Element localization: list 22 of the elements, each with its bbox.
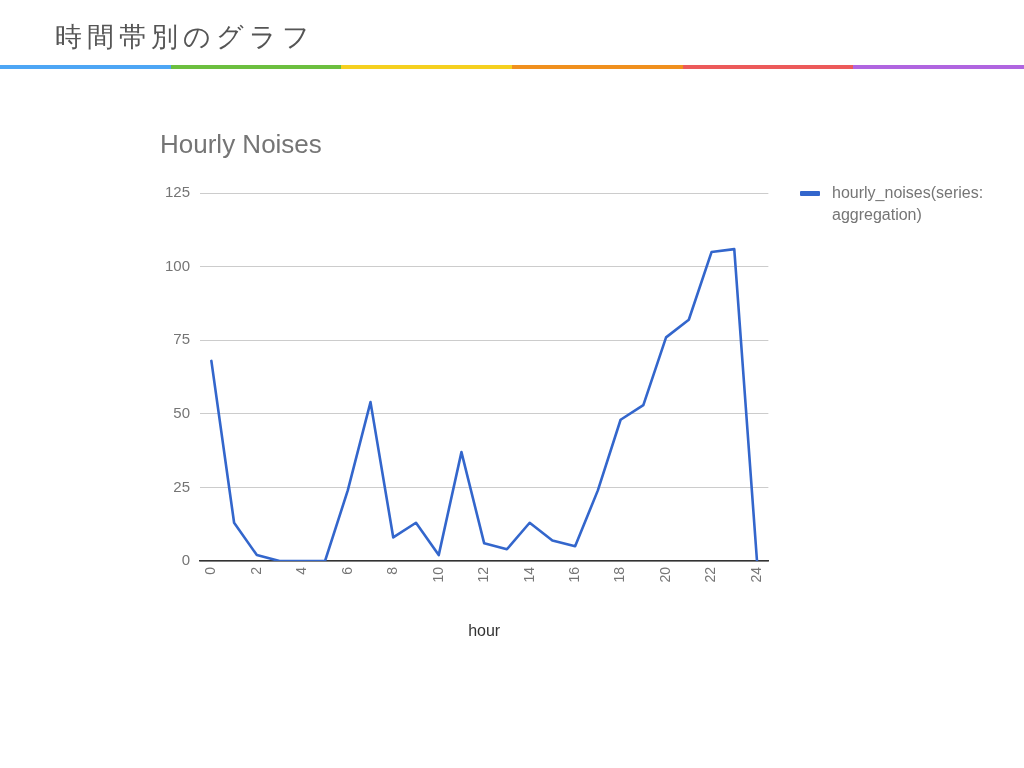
x-tick-label: 12	[475, 566, 492, 583]
x-tick-label: 6	[338, 566, 355, 575]
chart-title: 時間帯別のグラフ	[55, 20, 315, 54]
x-tick-label: 2	[247, 566, 264, 575]
x-tick-label: 10	[429, 566, 446, 583]
y-tick-label: 75	[173, 330, 190, 348]
y-tick-label: 125	[164, 183, 190, 201]
x-tick-label: 20	[656, 566, 673, 583]
x-axis-title: hour	[468, 621, 501, 639]
y-tick-label: 25	[173, 477, 190, 495]
x-tick-label: 22	[702, 566, 719, 583]
y-tick-label: 50	[173, 404, 190, 422]
x-tick-label: 14	[520, 566, 537, 583]
y-tick-label: 100	[164, 256, 190, 274]
chart-subtitle: Hourly Noises	[160, 128, 322, 159]
x-tick-label: 4	[293, 566, 310, 575]
x-tick-label: 24	[747, 566, 764, 583]
x-tick-label: 18	[611, 566, 628, 583]
x-tick-label: 8	[384, 566, 401, 575]
x-tick-label: 16	[565, 566, 582, 583]
x-tick-label: 0	[202, 566, 219, 575]
legend-label: hourly_noises(series: aggregation)	[832, 183, 985, 225]
